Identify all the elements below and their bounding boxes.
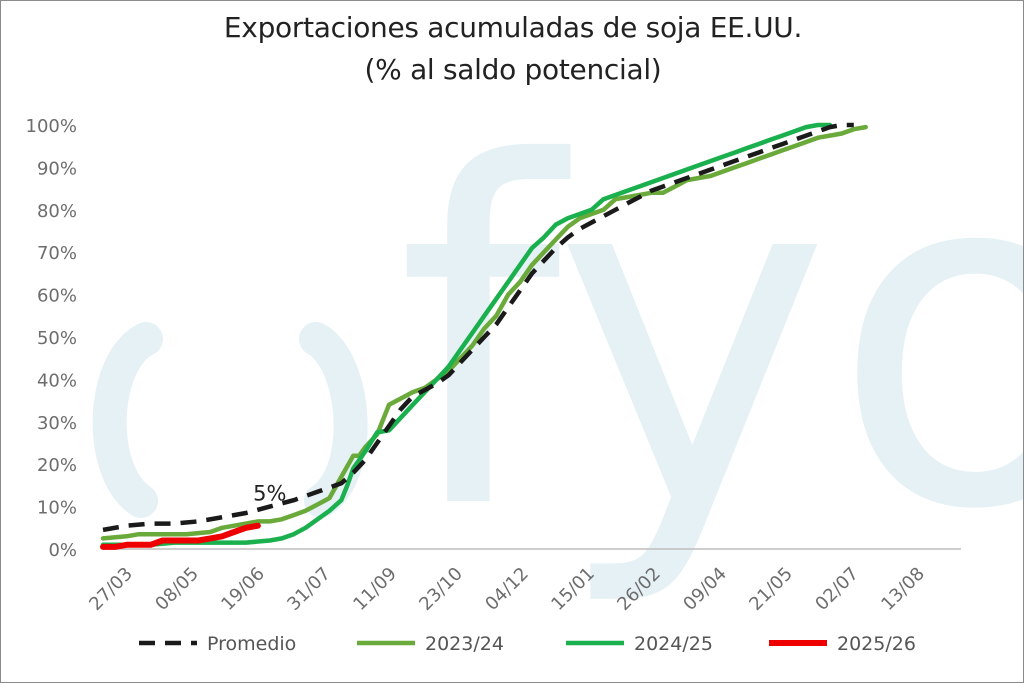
x-tick-label: 04/12: [481, 563, 533, 615]
x-tick-label: 11/09: [349, 563, 401, 615]
legend-label: Promedio: [207, 633, 296, 655]
y-tick-label: 100%: [26, 116, 77, 137]
y-tick-label: 0%: [48, 540, 77, 561]
y-tick-label: 50%: [37, 328, 77, 349]
chart-title: Exportaciones acumuladas de soja EE.UU.: [223, 11, 803, 44]
legend-label: 2024/25: [634, 633, 713, 655]
x-tick-label: 19/06: [217, 563, 269, 615]
x-tick-label: 26/02: [613, 563, 665, 615]
series-line-promedio: [102, 122, 854, 533]
y-tick-label: 20%: [37, 455, 77, 476]
y-tick-label: 10%: [37, 498, 77, 519]
y-tick-label: 80%: [37, 201, 77, 222]
series-line-2025-26: [100, 522, 261, 550]
x-tick-label: 27/03: [85, 563, 137, 615]
legend-label: 2023/24: [425, 633, 504, 655]
y-tick-label: 70%: [37, 243, 77, 264]
y-tick-label: 90%: [37, 158, 77, 179]
y-tick-label: 40%: [37, 370, 77, 391]
series-line-2024-25: [100, 122, 833, 548]
y-tick-label: 60%: [37, 286, 77, 307]
x-tick-label: 15/01: [547, 563, 599, 615]
x-tick-label: 02/07: [811, 563, 863, 615]
series-line-2023-24: [100, 124, 868, 541]
x-tick-label: 08/05: [151, 563, 203, 615]
legend-label: 2025/26: [837, 633, 916, 655]
y-tick-label: 30%: [37, 413, 77, 434]
x-tick-label: 23/10: [415, 563, 467, 615]
annotation-label: 5%: [253, 481, 286, 505]
chart-subtitle: (% al saldo potencial): [364, 53, 662, 86]
x-tick-label: 31/07: [283, 563, 335, 615]
x-tick-label: 13/08: [877, 563, 929, 615]
x-tick-label: 21/05: [745, 563, 797, 615]
x-tick-label: 09/04: [679, 563, 731, 615]
